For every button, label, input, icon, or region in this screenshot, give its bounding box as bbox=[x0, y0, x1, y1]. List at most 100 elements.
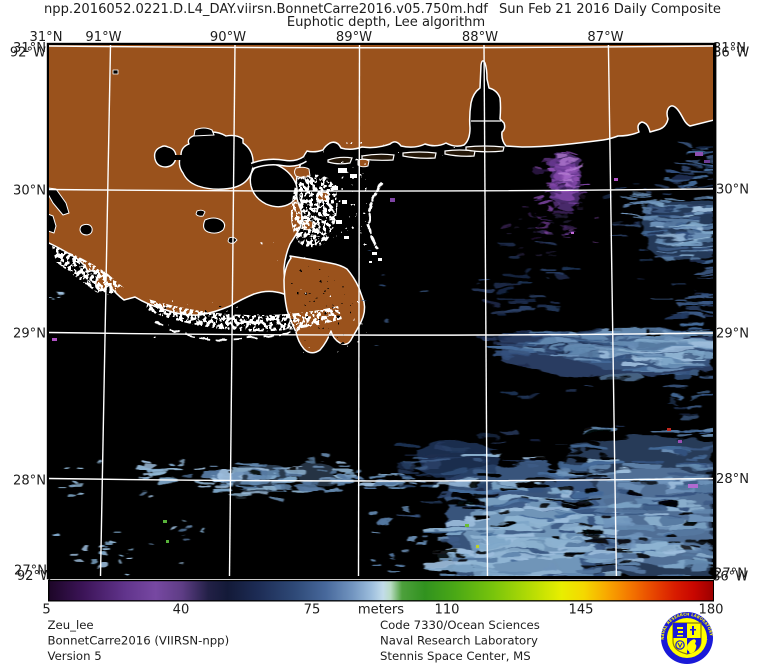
data-pixel-streak bbox=[472, 548, 483, 551]
data-pixel-streak bbox=[462, 527, 502, 531]
data-pixel-streak bbox=[669, 224, 696, 227]
data-pixel-streak bbox=[242, 492, 267, 496]
data-pixel-streak bbox=[615, 487, 643, 491]
colored-specks bbox=[52, 152, 710, 548]
data-pixel-streak bbox=[440, 493, 452, 497]
colored-speck bbox=[678, 440, 682, 443]
data-pixel-streak bbox=[477, 279, 489, 283]
purple-pixel-streak bbox=[552, 196, 560, 200]
data-pixel-streak bbox=[693, 269, 713, 273]
colored-speck bbox=[476, 545, 479, 548]
data-pixel-streak bbox=[690, 148, 705, 152]
data-pixel-streak bbox=[140, 460, 151, 464]
data-pixel-streak bbox=[694, 455, 709, 459]
purple-pixel-streak bbox=[561, 155, 569, 158]
data-pixel-streak bbox=[663, 348, 696, 353]
data-pixel-streak bbox=[170, 526, 176, 529]
data-pixel-streak bbox=[676, 465, 707, 469]
data-pixel-streak bbox=[49, 296, 52, 298]
data-pixel-streak bbox=[699, 432, 713, 436]
data-pixel-streak bbox=[577, 525, 594, 528]
data-pixel-streak bbox=[675, 206, 693, 210]
data-pixel-streak bbox=[470, 463, 479, 466]
data-pixel-streak bbox=[604, 548, 623, 551]
data-pixel-streak bbox=[670, 357, 694, 361]
colorbar-gradient-bar bbox=[49, 581, 713, 601]
purple-pixel-streak bbox=[572, 174, 581, 177]
gridline-31n bbox=[49, 45, 713, 49]
data-pixel-streak bbox=[607, 534, 646, 538]
purple-pixel-streak bbox=[563, 165, 569, 168]
data-pixel-streak bbox=[143, 463, 155, 467]
data-pixel-streak bbox=[592, 537, 620, 540]
data-pixel-streak bbox=[74, 483, 83, 486]
data-pixel-streak bbox=[143, 472, 151, 475]
purple-pixel-streak bbox=[542, 203, 554, 206]
colored-speck bbox=[695, 152, 703, 156]
data-pixel-streak bbox=[428, 484, 436, 487]
purple-pixel-streak bbox=[518, 247, 523, 249]
data-pixel-streak bbox=[148, 495, 154, 497]
corner-label-cluster-bottom-right: 27°N 86°W bbox=[712, 567, 748, 585]
data-pixel-streak bbox=[500, 533, 534, 539]
data-pixel-streak bbox=[393, 513, 417, 516]
purple-pixel-streak bbox=[526, 209, 534, 211]
data-pixel-streak bbox=[198, 485, 212, 488]
data-pixel-streak bbox=[180, 529, 187, 532]
corner-bottom-right-lat: 27°N bbox=[714, 567, 747, 582]
data-pixel-streak bbox=[421, 289, 429, 292]
corner-top-left-lat: 31°N bbox=[13, 41, 46, 56]
data-pixel-streak bbox=[97, 462, 103, 466]
data-pixel-streak bbox=[372, 563, 383, 566]
data-pixel-streak bbox=[542, 453, 557, 457]
data-pixel-streak bbox=[686, 402, 704, 407]
axis-label-left-28n: 28°N bbox=[13, 474, 46, 489]
data-pixel-streak bbox=[316, 471, 328, 474]
version-text: Version 5 bbox=[48, 649, 102, 663]
purple-pixel-streak bbox=[558, 180, 572, 184]
data-pixel-streak bbox=[558, 450, 579, 453]
data-pixel-streak bbox=[701, 395, 713, 399]
corner-bottom-left-lat: 27°N bbox=[14, 564, 47, 579]
data-pixel-streak bbox=[544, 468, 555, 473]
data-pixel-streak bbox=[687, 183, 698, 186]
data-pixel-streak bbox=[664, 352, 687, 357]
data-pixel-streak bbox=[362, 299, 368, 301]
data-pixel-streak bbox=[648, 366, 683, 371]
data-pixel-streak bbox=[373, 343, 378, 345]
axis-label-top-88w: 88°W bbox=[462, 30, 498, 45]
corner-top-right-lon: 86°W bbox=[713, 46, 749, 61]
data-pixel-streak bbox=[700, 437, 713, 440]
code-office-text: Code 7330/Ocean Sciences bbox=[380, 618, 540, 632]
data-pixel-streak bbox=[592, 345, 617, 350]
purple-pixel-streak bbox=[499, 222, 509, 225]
purple-pixel-streak bbox=[507, 233, 514, 236]
data-pixel-streak bbox=[124, 571, 130, 574]
subtitle-text: Euphotic depth, Lee algorithm bbox=[287, 15, 485, 30]
data-pixel-streak bbox=[533, 481, 547, 484]
purple-pixel-streak bbox=[572, 167, 584, 170]
data-pixel-streak bbox=[631, 191, 650, 195]
axis-label-right-28n: 28°N bbox=[716, 472, 749, 487]
data-pixel-streak bbox=[637, 554, 650, 560]
data-pixel-streak bbox=[679, 366, 704, 370]
data-pixel-streak bbox=[181, 518, 186, 521]
purple-pixel-streak bbox=[553, 178, 565, 181]
data-pixel-streak bbox=[77, 491, 83, 493]
data-pixel-streak bbox=[539, 353, 550, 357]
data-pixel-streak bbox=[679, 172, 696, 175]
data-pixel-streak bbox=[446, 532, 465, 538]
data-pixel-streak bbox=[520, 393, 540, 397]
data-pixel-streak bbox=[684, 539, 694, 544]
data-pixel-streak bbox=[282, 477, 297, 481]
purple-pixel-streak bbox=[570, 228, 578, 231]
colored-speck bbox=[571, 232, 574, 234]
data-pixel-streak bbox=[476, 336, 514, 340]
data-pixel-streak bbox=[616, 563, 642, 567]
data-pixel-streak bbox=[98, 564, 107, 568]
data-pixel-streak bbox=[457, 557, 468, 561]
data-pixel-streak bbox=[683, 308, 702, 310]
data-pixel-streak bbox=[660, 225, 673, 229]
data-pixel-streak bbox=[583, 488, 598, 492]
data-pixel-streak bbox=[471, 516, 489, 519]
